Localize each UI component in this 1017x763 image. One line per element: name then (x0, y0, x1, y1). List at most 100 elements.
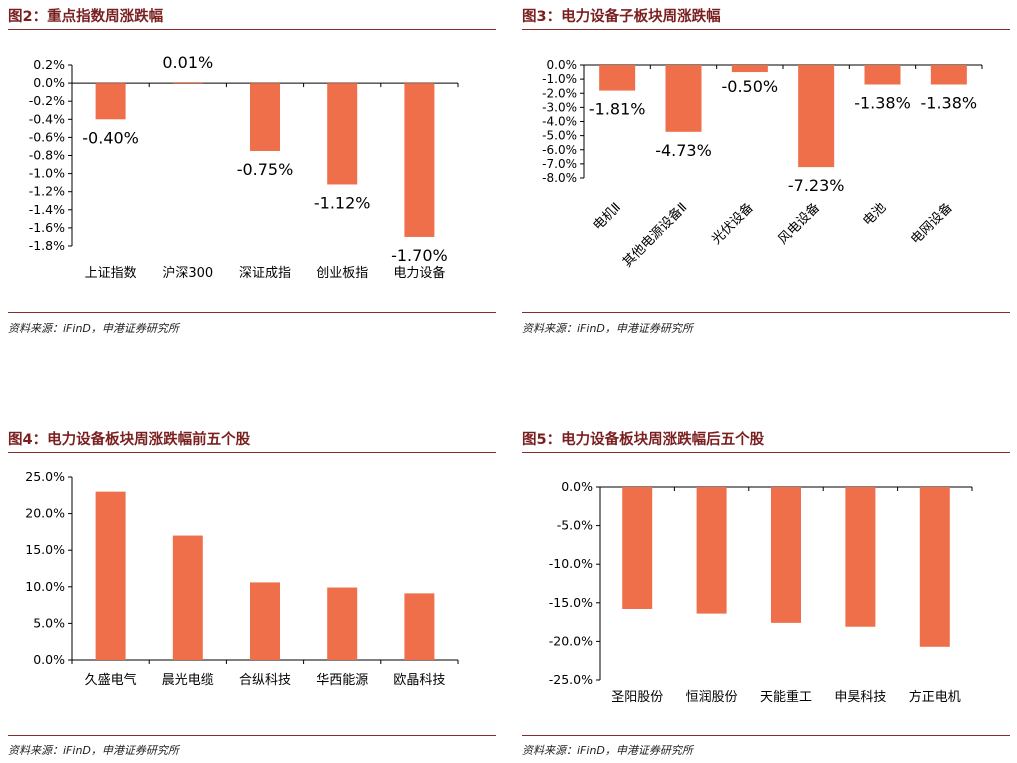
x-category-label: 上证指数 (85, 266, 137, 281)
y-tick-label: -5.0% (542, 129, 577, 143)
bar (798, 65, 835, 168)
bar (327, 587, 358, 660)
x-category-label: 电力设备 (393, 265, 445, 281)
source-note: 资料来源：iFinD，申港证券研究所 (522, 322, 693, 335)
x-category-label: 恒润股份 (686, 690, 738, 705)
y-tick-label: -20.0% (549, 633, 593, 648)
y-tick-label: -1.0% (542, 72, 577, 86)
x-category-label: 电网设备 (908, 200, 956, 248)
y-tick-label: -7.0% (542, 157, 577, 171)
y-tick-label: -25.0% (549, 672, 593, 687)
chart-top5-stocks: 0.0% 5.0% 10.0% 15.0% 20.0% 25.0% 久盛电气 晨光电缆 合纵科技… (25, 469, 459, 688)
x-category-label: 申昊科技 (834, 690, 886, 705)
bar (250, 582, 280, 660)
bar (95, 491, 126, 660)
title-rule (8, 29, 496, 30)
bar (864, 65, 901, 85)
data-label: -4.73% (655, 141, 712, 160)
y-tick-label: 0.0% (33, 652, 65, 667)
bar (919, 487, 950, 647)
y-tick-label: 0.2% (33, 57, 65, 72)
y-tick-label: -1.8% (29, 238, 65, 253)
data-label: -1.70% (391, 246, 448, 265)
bar (696, 487, 727, 614)
x-category-label: 久盛电气 (85, 672, 137, 688)
bar (327, 83, 358, 185)
bar (731, 65, 768, 73)
y-tick-label: 0.0% (547, 58, 578, 72)
y-tick-label: 10.0% (25, 579, 65, 594)
bar (665, 65, 702, 132)
bar (622, 487, 653, 609)
bar (599, 65, 636, 91)
bar (930, 65, 967, 85)
chart-panel-subsector: 图3：电力设备子板块周涨跌幅 0.0% -1.0% -2.0% -3.0% -4.0% -… (522, 0, 1012, 345)
data-label: -0.50% (722, 77, 779, 96)
y-tick-label: 0.0% (561, 479, 593, 494)
x-category-label: 深证成指 (239, 266, 291, 281)
title-rule (522, 29, 1010, 30)
data-label: -1.38% (921, 93, 978, 112)
y-tick-label: -0.8% (29, 148, 65, 163)
data-label: -1.38% (854, 93, 911, 112)
chart-panel-bottom5: 图5：电力设备板块周涨跌幅后五个股 0.0% -5.0% -10.0% -15.0% -… (522, 425, 1012, 763)
bar (771, 487, 801, 623)
data-label: -7.23% (788, 176, 845, 195)
data-label: -1.81% (589, 100, 646, 119)
title-rule (8, 452, 496, 453)
x-category-label: 欧晶科技 (393, 673, 445, 688)
y-tick-label: -10.0% (549, 556, 593, 571)
bar (172, 82, 203, 84)
y-tick-label: 20.0% (25, 506, 65, 521)
bottom-rule (522, 735, 1010, 736)
chart-panel-top5: 图4：电力设备板块周涨跌幅前五个股 0.0% 5.0% 10.0% 15.0% 20.0… (8, 425, 498, 763)
bar (404, 83, 435, 237)
title-rule (522, 452, 1010, 453)
y-tick-label: -6.0% (542, 143, 577, 157)
data-label: -0.40% (82, 128, 139, 147)
y-tick-label: -15.0% (549, 595, 593, 610)
bottom-rule (522, 312, 1010, 313)
chart-title: 图4：电力设备板块周涨跌幅前五个股 (8, 432, 251, 448)
y-tick-label: -1.6% (29, 220, 65, 235)
x-category-label: 天能重工 (760, 689, 812, 705)
bar (250, 83, 280, 151)
x-category-label: 电机Ⅱ (590, 200, 624, 234)
y-tick-label: -1.2% (29, 184, 65, 199)
bar (95, 83, 126, 120)
x-category-label: 创业板指 (316, 266, 368, 281)
y-tick-label: 15.0% (25, 542, 65, 557)
y-tick-label: -0.6% (29, 129, 65, 144)
bar (845, 487, 876, 627)
bottom-rule (8, 312, 496, 313)
x-category-label: 华西能源 (316, 673, 368, 688)
x-category-label: 电池 (860, 200, 889, 229)
y-tick-label: -1.4% (29, 202, 65, 217)
y-tick-label: -1.0% (29, 166, 65, 181)
bar (404, 593, 435, 660)
y-tick-label: -8.0% (542, 171, 577, 185)
chart-bottom5-stocks: 0.0% -5.0% -10.0% -15.0% -20.0% -25.0% 圣阳股份 恒润股… (549, 479, 973, 705)
x-category-label: 风电设备 (775, 200, 823, 248)
x-category-label: 合纵科技 (239, 673, 291, 688)
chart-title: 图2：重点指数周涨跌幅 (8, 9, 164, 25)
source-note: 资料来源：iFinD，申港证券研究所 (522, 744, 693, 757)
x-category-label: 圣阳股份 (611, 690, 663, 705)
chart-title: 图3：电力设备子板块周涨跌幅 (522, 9, 721, 25)
bar (172, 535, 203, 660)
y-tick-label: 5.0% (33, 615, 65, 630)
chart-index-weekly: 0.2% 0.0% -0.2% -0.4% -0.6% -0.8% -1.0% -1.2% -1… (29, 53, 459, 281)
source-note: 资料来源：iFinD，申港证券研究所 (8, 322, 179, 335)
data-label: -1.12% (314, 193, 371, 212)
y-tick-label: -0.2% (29, 93, 65, 108)
x-category-label: 沪深300 (162, 265, 213, 281)
y-tick-label: 25.0% (25, 469, 65, 484)
bottom-rule (8, 735, 496, 736)
x-category-label: 其他电源设备Ⅱ (619, 200, 690, 271)
chart-panel-index: 图2：重点指数周涨跌幅 0.2% 0.0% -0.2% -0.4% -0.6% -0.8%… (8, 0, 498, 345)
chart-subsector-weekly: 0.0%-1.0%-2.0%-3.0%-4.0%-5.0%-6.0%-7.0%-… (542, 58, 983, 271)
y-tick-label: -4.0% (542, 115, 577, 129)
data-label: -0.75% (237, 160, 294, 179)
y-tick-label: -5.0% (557, 518, 593, 533)
y-tick-label: -3.0% (542, 100, 577, 114)
